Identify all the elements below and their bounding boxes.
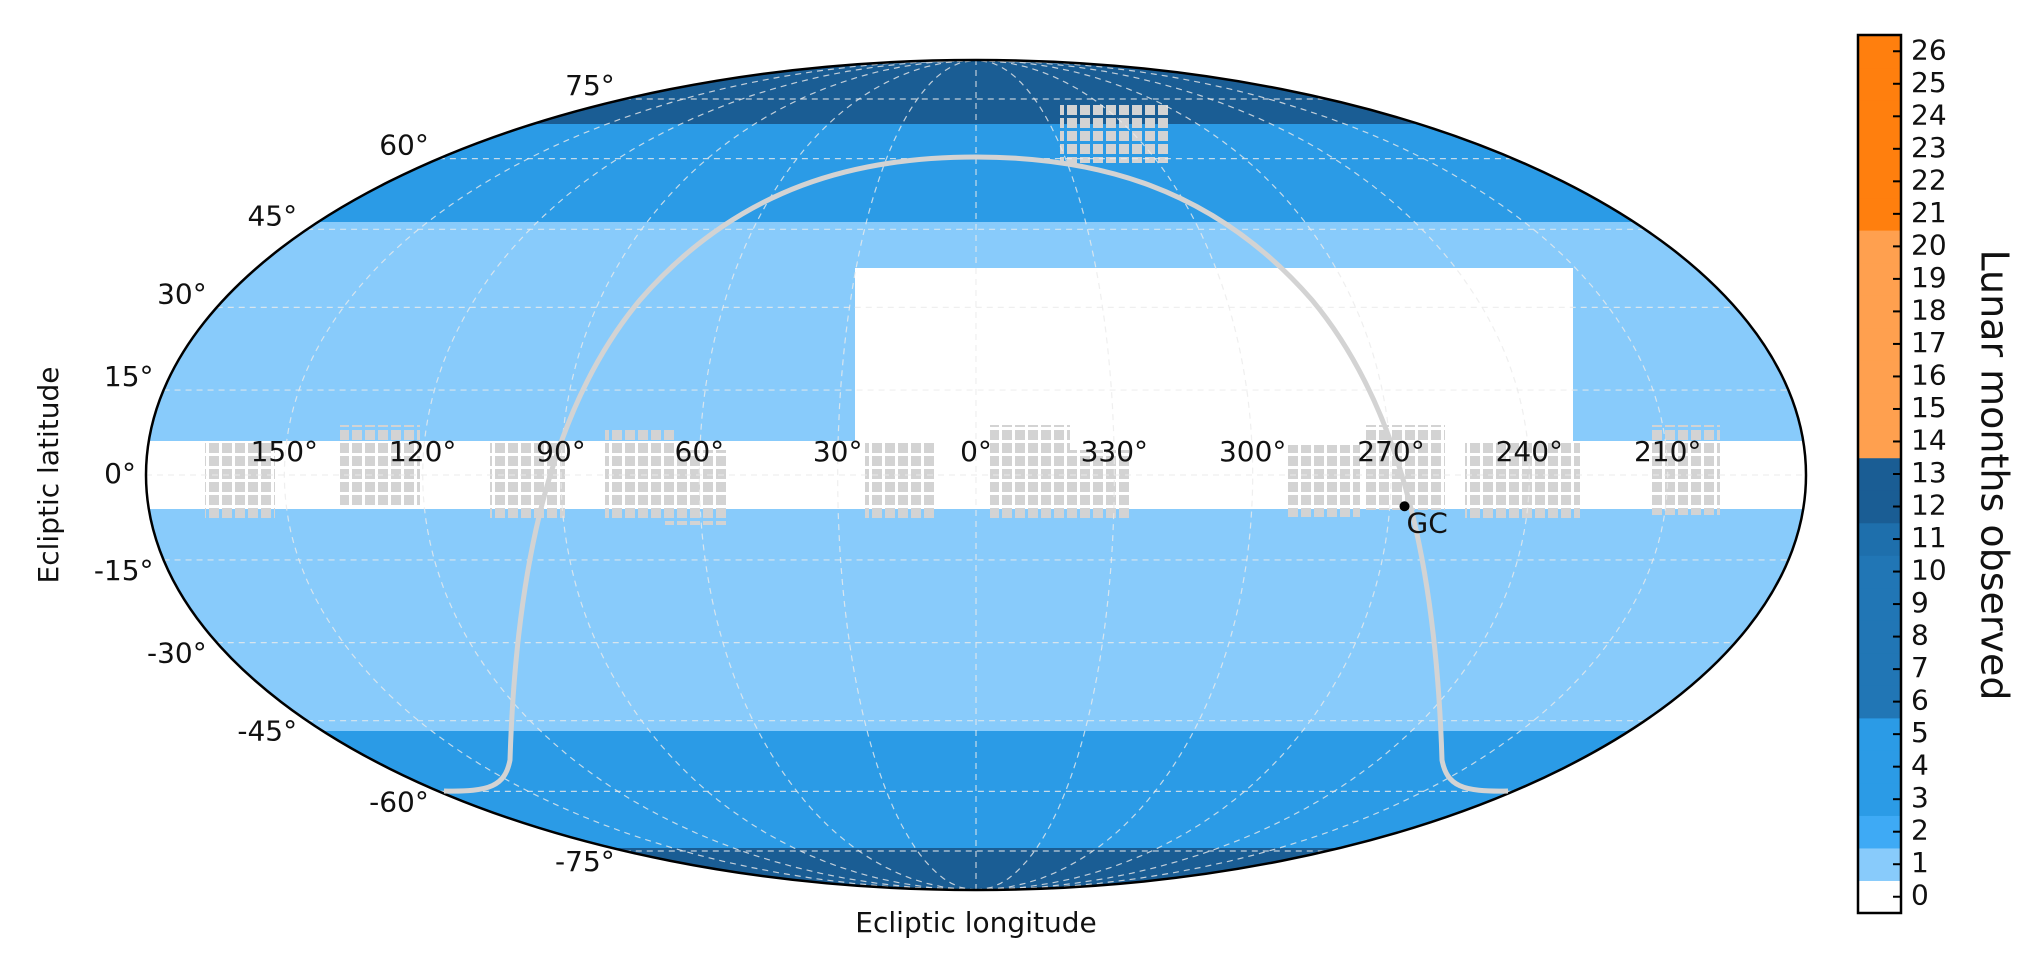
- colorbar-tick-label: 6: [1911, 684, 1929, 717]
- colorbar-tick-label: 18: [1911, 293, 1947, 326]
- colorbar-tick-label: 2: [1911, 814, 1929, 847]
- grid-line: [975, 60, 1254, 890]
- x-tick-label: 300°: [1219, 435, 1286, 468]
- x-tick-label: 120°: [389, 435, 456, 468]
- tiles: [205, 105, 1720, 525]
- grid-line: [283, 60, 977, 890]
- colorbar-tick-label: 16: [1911, 358, 1947, 391]
- y-tick-label: 30°: [157, 277, 207, 310]
- x-tick-label: 240°: [1496, 435, 1563, 468]
- x-tick-label: 210°: [1634, 435, 1701, 468]
- annotation-point: [1399, 501, 1410, 512]
- colorbar-tick-label: 26: [1911, 33, 1947, 66]
- grid-line: [975, 60, 1392, 890]
- colorbar-tick-label: 14: [1911, 423, 1947, 456]
- y-tick-label: -30°: [147, 637, 207, 670]
- x-tick-label: 330°: [1081, 435, 1148, 468]
- colorbar-tick-label: 0: [1911, 879, 1929, 912]
- y-tick-label: 45°: [247, 199, 297, 232]
- colorbar-outline: [1856, 33, 1903, 915]
- colorbar-tick-label: 24: [1911, 98, 1947, 131]
- annotation-label: GC: [1407, 506, 1448, 539]
- x-tick-label: 150°: [251, 435, 318, 468]
- grid-line: [560, 60, 977, 890]
- colorbar-tick-label: 9: [1911, 586, 1929, 619]
- y-tick-label: -45°: [237, 715, 297, 748]
- y-axis-label: Ecliptic latitude: [32, 367, 65, 584]
- grid-line: [975, 60, 1669, 890]
- colorbar-tick-label: 21: [1911, 196, 1947, 229]
- y-tick-label: 0°: [104, 457, 136, 490]
- x-tick-label: 0°: [960, 435, 992, 468]
- colorbar-tick-label: 1: [1911, 846, 1929, 879]
- grid-line: [698, 60, 977, 890]
- colorbar-tick-label: 20: [1911, 228, 1947, 261]
- colorbar-tick-label: 4: [1911, 749, 1929, 782]
- colorbar-tick-label: 7: [1911, 651, 1929, 684]
- colorbar-tick-label: 11: [1911, 521, 1947, 554]
- x-axis-label: Ecliptic longitude: [855, 906, 1096, 939]
- y-tick-label: 60°: [379, 129, 429, 162]
- grid-line: [975, 60, 1530, 890]
- colorbar-label: Lunar months observed: [1973, 249, 2017, 700]
- x-tick-label: 270°: [1357, 435, 1424, 468]
- colorbar-tick-label: 13: [1911, 456, 1947, 489]
- x-tick-label: 60°: [675, 435, 725, 468]
- colorbar-tick-label: 3: [1911, 781, 1929, 814]
- sky-outline: [144, 58, 1808, 892]
- x-tick-label: 90°: [536, 435, 586, 468]
- colorbar-tick-label: 15: [1911, 391, 1947, 424]
- grid-line: [837, 60, 977, 890]
- region-dark: [146, 60, 1806, 124]
- y-tick-label: -60°: [369, 785, 429, 818]
- galactic-plane: [443, 154, 1509, 794]
- y-tick-label: -15°: [94, 554, 154, 587]
- region-dark: [146, 848, 1806, 890]
- y-tick-label: -75°: [555, 845, 615, 878]
- colorbar-tick-label: 5: [1911, 716, 1929, 749]
- colorbar-tick-label: 12: [1911, 489, 1947, 522]
- y-tick-label: 15°: [104, 360, 154, 393]
- region-white: [855, 268, 1573, 448]
- colorbar-tick-label: 10: [1911, 554, 1947, 587]
- colorbar-tick-label: 25: [1911, 66, 1947, 99]
- colorbar-tick-label: 19: [1911, 261, 1947, 294]
- colorbar-tick-label: 8: [1911, 619, 1929, 652]
- colorbar-tick-label: 17: [1911, 326, 1947, 359]
- y-tick-label: 75°: [565, 69, 615, 102]
- colorbar-tick-label: 22: [1911, 163, 1947, 196]
- grid-line: [975, 60, 1115, 890]
- x-tick-label: 30°: [813, 435, 863, 468]
- colorbar-tick-label: 23: [1911, 131, 1947, 164]
- grid-line: [422, 60, 977, 890]
